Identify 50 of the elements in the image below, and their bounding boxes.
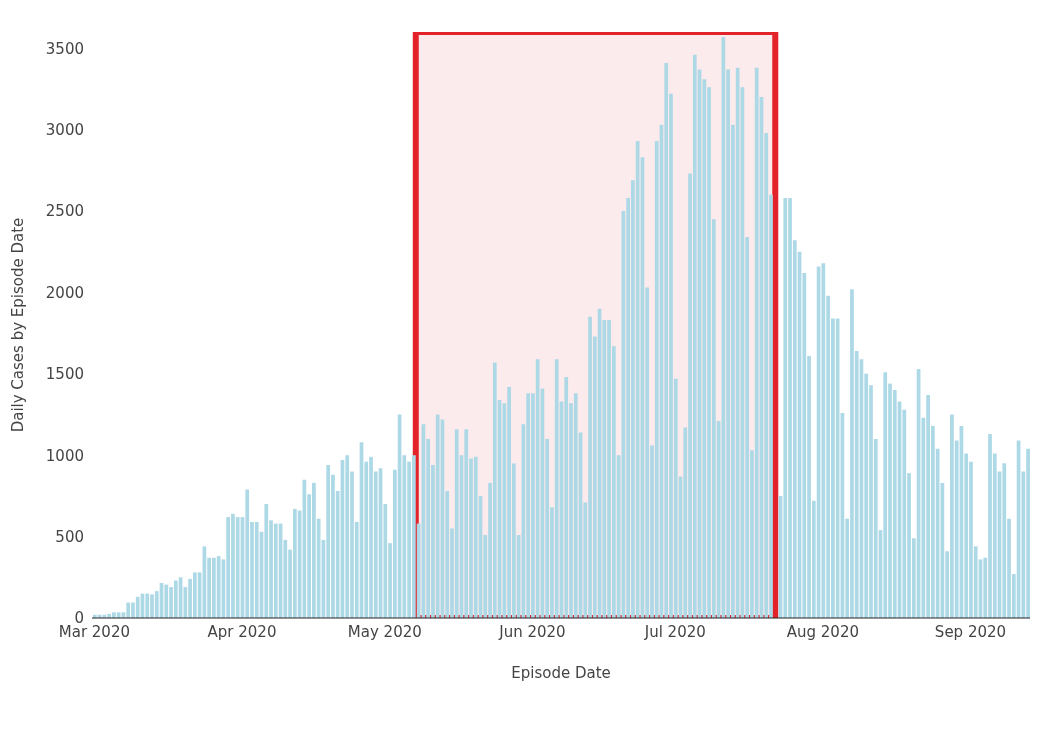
- bar: [245, 489, 250, 618]
- bar: [735, 67, 740, 618]
- x-tick-label: Apr 2020: [207, 622, 277, 641]
- bar: [454, 429, 459, 618]
- bar: [145, 593, 150, 618]
- bar: [116, 612, 121, 618]
- bar: [564, 377, 569, 618]
- bar: [783, 198, 788, 618]
- bar: [254, 521, 259, 618]
- bar: [173, 580, 178, 618]
- bar: [292, 508, 297, 618]
- x-tick-label: May 2020: [347, 622, 422, 641]
- y-tick-label: 3000: [45, 120, 84, 139]
- bar: [664, 62, 669, 618]
- bar: [554, 359, 559, 618]
- y-tick-label: 2500: [45, 202, 84, 221]
- bar: [135, 596, 140, 618]
- y-tick-label: 3500: [45, 39, 84, 58]
- bar: [345, 455, 350, 618]
- y-tick-label: 500: [55, 527, 84, 546]
- bar: [535, 359, 540, 618]
- x-tick-label: Jul 2020: [643, 622, 706, 641]
- y-axis-title: Daily Cases by Episode Date: [9, 217, 28, 433]
- y-tick-label: 1500: [45, 365, 84, 384]
- bar: [883, 372, 888, 618]
- y-tick-label: 2000: [45, 283, 84, 302]
- bar: [464, 429, 469, 618]
- bar: [754, 67, 759, 618]
- bar: [692, 54, 697, 618]
- bar: [164, 584, 169, 618]
- bar: [264, 504, 269, 618]
- bar: [635, 141, 640, 618]
- x-tick-label: Sep 2020: [934, 622, 1007, 641]
- bar: [216, 556, 221, 618]
- bar: [492, 362, 497, 618]
- bar: [326, 464, 331, 618]
- bar: [126, 602, 131, 618]
- x-axis-title: Episode Date: [511, 664, 611, 682]
- x-tick-label: Jun 2020: [498, 622, 566, 641]
- bar: [235, 517, 240, 618]
- bar: [1002, 463, 1007, 618]
- bar: [226, 517, 231, 618]
- bar: [192, 572, 197, 618]
- y-tick-label: 1000: [45, 446, 84, 465]
- x-tick-label: Aug 2020: [786, 622, 859, 641]
- bar: [821, 263, 826, 618]
- bar: [273, 523, 278, 618]
- bar: [573, 393, 578, 618]
- bar: [473, 456, 478, 618]
- bar: [435, 414, 440, 618]
